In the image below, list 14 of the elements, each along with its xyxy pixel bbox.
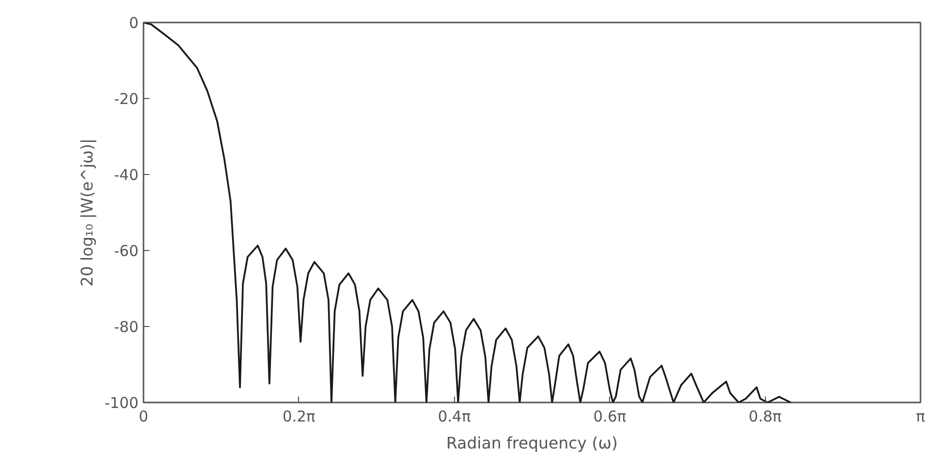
y-tick-label: -40 [114, 166, 138, 184]
x-tick-label: 0.8π [748, 408, 782, 426]
x-tick-label: 0.2π [282, 408, 316, 426]
y-tick-label: 0 [128, 14, 139, 32]
y-tick-label: -100 [104, 394, 139, 412]
line-series [144, 22, 792, 402]
x-tick-label: 0.4π [438, 408, 471, 426]
y-tick-label: -20 [114, 90, 138, 108]
y-tick-label: -60 [114, 242, 138, 260]
x-axis-title: Radian frequency (ω) [446, 434, 618, 452]
y-axis-title: 20 log₁₀ |W(e^jω)| [77, 138, 96, 286]
x-tick-label: π [916, 408, 926, 426]
y-tick-label: -80 [114, 318, 138, 336]
x-tick-label: 0.6π [593, 408, 626, 426]
